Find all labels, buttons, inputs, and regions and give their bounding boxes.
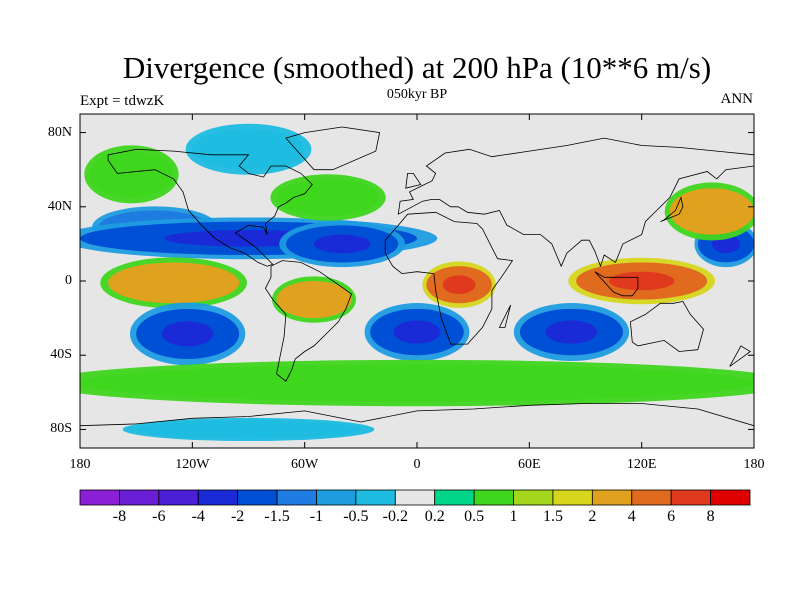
coastline-6 <box>285 126 381 171</box>
field-s-indian-blue-core <box>545 320 598 344</box>
field-s-pacific-blue-core <box>161 321 214 347</box>
field-austral-green-band <box>80 364 754 402</box>
colorbar-label: 8 <box>706 508 715 525</box>
colorbar-label: 0.2 <box>424 508 445 525</box>
colorbar-label: -8 <box>112 508 127 525</box>
colorbar-swatch <box>158 489 199 506</box>
coastline-11 <box>729 345 752 367</box>
colorbar-label: -1 <box>309 508 324 525</box>
colorbar-swatch <box>710 489 751 506</box>
coastline-4 <box>629 300 704 352</box>
colorbar-swatch <box>591 489 633 506</box>
lat-label: 80N <box>47 124 72 140</box>
lon-label: 60E <box>518 457 541 472</box>
lat-label: 40N <box>47 198 72 214</box>
coastline-8 <box>660 196 684 222</box>
colorbar-swatch <box>316 489 357 506</box>
lon-label: 120E <box>626 457 657 472</box>
colorbar-label: -6 <box>152 508 166 525</box>
lat-label: 40S <box>50 347 72 363</box>
field-africa-red-core <box>442 275 476 294</box>
field-antarctic-blue <box>136 420 361 439</box>
coastline-9 <box>405 173 422 189</box>
colorbar-swatch <box>670 489 711 506</box>
colorbar-swatch <box>119 489 160 506</box>
lat-label: 80S <box>50 421 72 437</box>
experiment-label: Expt = tdwzK <box>80 93 165 109</box>
season-label: ANN <box>720 91 754 107</box>
colorbar-swatch <box>197 489 239 506</box>
field-subtropical-n-atl-core <box>314 234 371 254</box>
lon-label: 180 <box>743 457 765 472</box>
map-field <box>80 114 754 448</box>
colorbar-label: 1 <box>509 508 518 525</box>
colorbar-label: 4 <box>627 508 636 525</box>
coastline-3 <box>397 137 754 268</box>
coastline-7 <box>594 271 639 297</box>
field-n-atlantic-green <box>276 178 380 217</box>
colorbar-swatch <box>79 489 120 506</box>
colorbar-swatch <box>394 489 436 506</box>
field-n-pacific-green <box>89 151 174 198</box>
coastline-2 <box>384 211 514 345</box>
colorbar-label: -2 <box>230 508 245 525</box>
coastline-1 <box>264 260 352 382</box>
colorbar-label: 6 <box>667 508 676 525</box>
colorbar-swatch <box>237 489 278 506</box>
lat-label: 0 <box>65 273 72 288</box>
field-n-asia-orange-core <box>690 199 733 224</box>
lon-label: 120W <box>175 457 210 472</box>
colorbar-swatch <box>513 489 554 506</box>
colorbar-label: 1.5 <box>542 508 563 525</box>
field-arctic-blue <box>192 128 305 170</box>
chart-subtitle: 050kyr BP <box>386 87 448 102</box>
coastline-10 <box>498 304 511 328</box>
field-maritime-continent-red-core <box>608 271 675 291</box>
colorbar-label: 2 <box>588 508 597 525</box>
field-equatorial-pacific-orange-core <box>140 272 207 294</box>
lon-label: 0 <box>413 457 421 472</box>
colorbar-label: -4 <box>191 508 205 525</box>
colorbar-swatch <box>434 489 475 506</box>
colorbar-swatch <box>355 489 396 506</box>
colorbar-swatch <box>552 489 593 506</box>
colorbar-label: -0.2 <box>382 508 408 525</box>
lon-label: 60W <box>291 457 319 472</box>
colorbar-label: 0.5 <box>464 508 485 525</box>
coastline-0 <box>107 148 313 267</box>
lon-label: 180 <box>69 457 91 472</box>
colorbar-swatch <box>631 489 672 506</box>
coastlines <box>80 126 754 448</box>
field-s-atlantic-blue-core <box>393 320 441 344</box>
chart-title: Divergence (smoothed) at 200 hPa (10**6 … <box>122 50 712 85</box>
coastline-5 <box>80 403 754 448</box>
colorbar-swatch <box>473 489 514 506</box>
colorbar-label: -0.5 <box>343 508 369 525</box>
colorbar-swatch <box>276 489 317 506</box>
colorbar-label: -1.5 <box>264 508 290 525</box>
field-amazon-orange-core <box>295 290 333 309</box>
